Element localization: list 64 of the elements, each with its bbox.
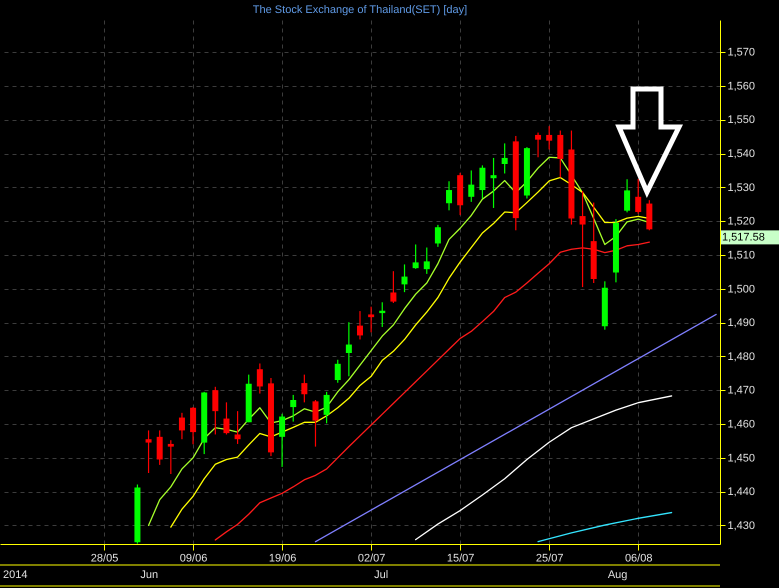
candlestick xyxy=(334,359,341,384)
x-tick-label: 19/06 xyxy=(268,552,296,564)
candlestick xyxy=(301,374,308,403)
candlestick xyxy=(146,430,152,474)
candlestick xyxy=(212,386,218,436)
chart-title: The Stock Exchange of Thailand(SET) [day] xyxy=(252,4,468,16)
candlestick xyxy=(324,391,330,424)
candlestick xyxy=(446,180,452,211)
candlestick xyxy=(624,178,630,213)
candlestick xyxy=(412,244,419,270)
candlestick xyxy=(168,440,174,475)
y-tick-label: 1,460 xyxy=(728,418,756,430)
candlestick xyxy=(279,413,286,468)
candlestick xyxy=(178,412,185,440)
line-series xyxy=(214,241,650,541)
text: Jun xyxy=(140,569,158,581)
x-tick-label: 25/07 xyxy=(536,552,564,564)
candlestick xyxy=(156,430,163,466)
candlestick xyxy=(468,170,474,202)
y-tick-label: 1,480 xyxy=(728,350,756,363)
candlestick xyxy=(546,126,552,150)
text: Aug xyxy=(608,569,628,581)
candlestick xyxy=(223,402,230,436)
candlestick xyxy=(368,306,374,333)
x-tick-label: 09/06 xyxy=(180,552,208,564)
text: 1,517.58 xyxy=(722,231,765,244)
candlestick xyxy=(424,246,430,274)
candlestick xyxy=(357,310,363,340)
candlestick xyxy=(479,164,486,200)
x-tick-label: 28/05 xyxy=(90,552,118,564)
candlestick xyxy=(580,190,586,288)
candlestick xyxy=(434,224,441,248)
candlestick xyxy=(256,362,263,394)
y-tick-label: 1,570 xyxy=(728,46,756,59)
candlestick xyxy=(312,399,318,448)
candlestick xyxy=(490,157,497,209)
x-tick-label: 06/08 xyxy=(624,552,652,564)
text: 2014 xyxy=(3,569,28,581)
y-tick-label: 1,500 xyxy=(728,283,756,296)
x-tick-label: 02/07 xyxy=(358,552,386,564)
y-tick-label: 1,430 xyxy=(728,520,756,532)
candlestick xyxy=(635,178,642,214)
candlestick xyxy=(390,270,396,304)
y-tick-label: 1,450 xyxy=(728,452,756,464)
y-tick-label: 1,440 xyxy=(728,486,756,498)
candlestick xyxy=(379,302,386,328)
y-tick-label: 1,520 xyxy=(728,216,756,228)
candlestick xyxy=(535,132,542,158)
y-tick-label: 1,490 xyxy=(728,317,756,330)
line-series xyxy=(414,395,672,540)
y-tick-label: 1,550 xyxy=(728,114,756,126)
candlestick xyxy=(402,264,408,293)
candlestick xyxy=(346,322,352,377)
y-tick-label: 1,560 xyxy=(728,80,756,92)
line-series xyxy=(537,512,672,542)
x-tick-label: 15/07 xyxy=(446,552,474,564)
y-tick-label: 1,510 xyxy=(728,249,756,262)
candlestick xyxy=(234,410,241,445)
candlestick xyxy=(502,142,508,174)
text: Jul xyxy=(374,569,388,581)
y-tick-label: 1,530 xyxy=(728,182,756,194)
y-tick-label: 1,540 xyxy=(728,148,756,160)
y-tick-label: 1,470 xyxy=(728,384,756,397)
candlestick xyxy=(290,394,296,422)
